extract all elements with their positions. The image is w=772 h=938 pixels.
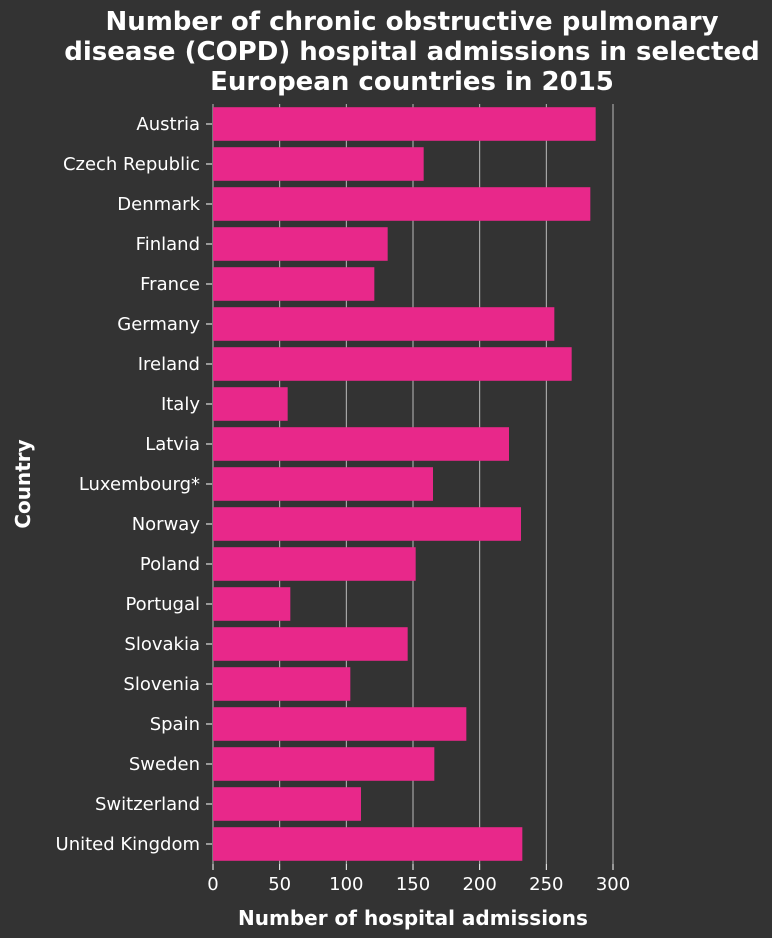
y-tick-label: Germany (117, 314, 200, 335)
x-tick-label: 150 (396, 874, 430, 895)
bar (213, 667, 351, 701)
y-tick-label: Italy (161, 394, 200, 415)
bar (213, 587, 291, 621)
y-tick-label: Finland (136, 234, 200, 255)
y-tick-label: Denmark (117, 194, 200, 215)
y-tick-label: Latvia (145, 434, 200, 455)
bar (213, 547, 416, 581)
y-axis-title: Country (11, 439, 35, 528)
chart-title-line-2: disease (COPD) hospital admissions in se… (64, 37, 759, 67)
bar (213, 707, 467, 741)
chart-title: Number of chronic obstructive pulmonary … (64, 7, 759, 97)
bar (213, 107, 596, 141)
x-tick-label: 200 (462, 874, 496, 895)
bar (213, 467, 433, 501)
x-axis-title: Number of hospital admissions (238, 906, 588, 930)
y-tick-label: Ireland (138, 354, 200, 375)
bar (213, 387, 288, 421)
y-tick-label: Austria (136, 114, 200, 135)
x-tick-label: 0 (207, 874, 218, 895)
y-tick-label: Sweden (129, 754, 200, 775)
bar (213, 747, 435, 781)
x-tick-label: 100 (329, 874, 363, 895)
y-tick-label: Poland (140, 554, 200, 575)
bar (213, 827, 523, 861)
bar (213, 307, 555, 341)
y-tick-label: Czech Republic (63, 154, 200, 175)
x-axis: 0 50 100 150 200 250 300 (207, 864, 630, 895)
bar (213, 347, 572, 381)
bar (213, 187, 591, 221)
y-tick-label: Switzerland (95, 794, 200, 815)
y-tick-label: Slovenia (123, 674, 200, 695)
x-tick-label: 50 (268, 874, 291, 895)
bar (213, 267, 375, 301)
bar (213, 787, 361, 821)
bar (213, 147, 424, 181)
y-tick-label: Slovakia (124, 634, 200, 655)
chart-title-line-3: European countries in 2015 (210, 67, 614, 97)
y-tick-label: France (140, 274, 200, 295)
bar (213, 227, 388, 261)
chart-title-line-1: Number of chronic obstructive pulmonary (105, 7, 718, 37)
y-axis: Austria Czech Republic Denmark Finland Franc… (56, 114, 212, 855)
bars (213, 107, 596, 861)
x-tick-label: 300 (596, 874, 630, 895)
y-tick-label: Luxembourg* (79, 474, 200, 495)
y-tick-label: Spain (150, 714, 200, 735)
x-tick-label: 250 (529, 874, 563, 895)
y-tick-label: Portugal (125, 594, 200, 615)
bar (213, 507, 521, 541)
y-tick-label: Norway (132, 514, 201, 535)
y-tick-label: United Kingdom (56, 834, 200, 855)
bar (213, 427, 509, 461)
bar (213, 627, 408, 661)
